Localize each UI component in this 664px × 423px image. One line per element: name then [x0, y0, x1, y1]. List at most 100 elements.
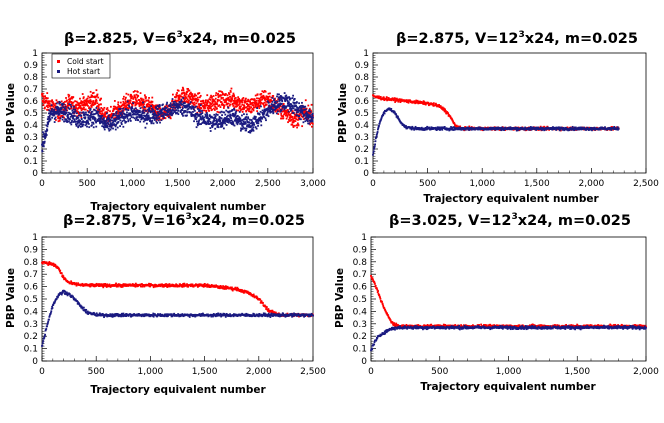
- data-point: [284, 98, 286, 101]
- data-point: [223, 121, 225, 124]
- data-point: [86, 103, 88, 105]
- data-point: [156, 112, 159, 115]
- data-point: [61, 115, 64, 117]
- data-point: [104, 124, 106, 126]
- data-point: [236, 100, 239, 103]
- x-tick-label: 500: [419, 179, 436, 189]
- data-point: [148, 108, 150, 111]
- data-point: [208, 110, 210, 112]
- data-point: [541, 129, 543, 131]
- data-point: [164, 117, 167, 120]
- data-point: [74, 115, 76, 117]
- data-point: [418, 128, 421, 131]
- data-point: [311, 120, 314, 123]
- data-point: [247, 117, 250, 120]
- data-point: [121, 110, 124, 113]
- x-tick-label: 1,000: [469, 179, 495, 189]
- data-point: [149, 120, 152, 123]
- data-point: [61, 116, 64, 118]
- data-point: [60, 107, 63, 110]
- data-point: [66, 121, 69, 123]
- data-point: [115, 112, 118, 115]
- data-point: [383, 112, 386, 115]
- data-point: [87, 104, 89, 107]
- data-point: [196, 107, 199, 109]
- data-point: [281, 115, 283, 118]
- data-point: [499, 127, 502, 130]
- data-point: [135, 111, 138, 114]
- data-point: [176, 92, 178, 94]
- data-point: [147, 283, 150, 286]
- data-point: [190, 92, 192, 95]
- data-point: [277, 98, 280, 101]
- data-point: [252, 104, 255, 107]
- data-point: [160, 110, 163, 113]
- data-point: [301, 105, 304, 107]
- data-point: [147, 114, 150, 117]
- data-point: [299, 118, 302, 121]
- data-point: [219, 111, 222, 114]
- data-point: [257, 113, 260, 115]
- data-point: [72, 115, 74, 118]
- data-point: [308, 111, 310, 114]
- data-point: [409, 126, 411, 129]
- data-point: [87, 116, 90, 119]
- data-point: [133, 101, 136, 104]
- data-point: [272, 95, 275, 97]
- data-point: [153, 110, 156, 113]
- data-point: [241, 119, 244, 121]
- data-point: [545, 128, 547, 131]
- data-point: [424, 101, 426, 104]
- data-point: [78, 102, 81, 105]
- data-point: [92, 121, 95, 124]
- data-point: [48, 262, 50, 264]
- data-point: [248, 105, 251, 108]
- data-point: [216, 120, 219, 123]
- data-point: [199, 111, 202, 114]
- data-point: [54, 108, 57, 111]
- data-point: [300, 108, 303, 111]
- y-tick-label: 1: [363, 49, 369, 59]
- data-point: [424, 103, 427, 106]
- data-point: [62, 108, 65, 111]
- data-point: [267, 92, 270, 95]
- data-point: [151, 119, 154, 122]
- data-point: [131, 106, 133, 109]
- data-point: [301, 109, 304, 112]
- data-point: [173, 109, 176, 112]
- data-point: [177, 113, 180, 116]
- data-point: [221, 123, 224, 126]
- data-point: [186, 90, 189, 93]
- x-tick-label: 1,000: [119, 179, 145, 189]
- data-point: [310, 122, 313, 124]
- data-point: [137, 119, 140, 122]
- data-point: [72, 96, 75, 98]
- data-point: [41, 150, 44, 153]
- data-point: [170, 112, 173, 115]
- data-point: [218, 119, 220, 121]
- data-point: [55, 119, 57, 121]
- data-point: [104, 122, 106, 125]
- y-tick-label: 0.9: [24, 61, 39, 71]
- data-point: [197, 92, 200, 95]
- y-tick-label: 0.8: [24, 258, 39, 268]
- panel-3-title: β=2.875, V=163x24, m=0.025: [63, 212, 305, 229]
- data-point: [120, 286, 123, 288]
- data-point: [229, 91, 232, 93]
- data-point: [95, 121, 97, 124]
- data-point: [516, 129, 519, 132]
- y-tick-label: 0.6: [24, 283, 39, 293]
- data-point: [275, 108, 278, 111]
- data-point: [439, 105, 442, 108]
- data-point: [192, 103, 195, 106]
- data-point: [407, 99, 410, 102]
- data-point: [305, 112, 308, 115]
- data-point: [104, 111, 106, 114]
- data-point: [292, 112, 295, 115]
- data-point: [293, 98, 296, 100]
- legend-box: [51, 53, 111, 79]
- data-point: [75, 106, 77, 109]
- data-point: [245, 127, 248, 130]
- data-point: [102, 108, 105, 111]
- data-point: [90, 100, 93, 103]
